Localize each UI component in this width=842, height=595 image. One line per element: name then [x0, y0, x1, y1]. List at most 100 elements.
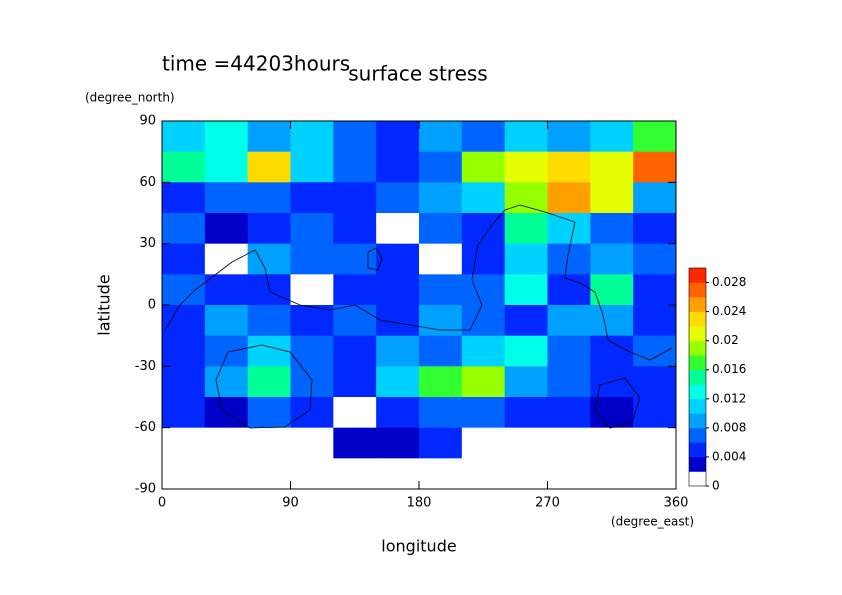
colorbar-segment	[689, 326, 706, 341]
field-cell	[247, 335, 291, 367]
field-cell	[590, 427, 634, 459]
colorbar: 0 0.004 0.008 0.012 0.016 0.02 0.024 0.028	[688, 267, 746, 493]
field-cell	[547, 305, 591, 337]
field-cell	[504, 121, 548, 153]
x-tick-label: 360	[664, 496, 689, 511]
field-cell	[376, 151, 420, 183]
field-cell	[162, 458, 206, 490]
field-cell	[162, 151, 206, 183]
field-cell	[376, 274, 420, 306]
colorbar-tick-label: 0.012	[712, 391, 746, 405]
field-cell	[162, 366, 206, 398]
field-cell	[461, 397, 506, 429]
field-cell	[204, 458, 249, 490]
field-cell	[204, 305, 249, 337]
field-cell	[547, 366, 591, 398]
field-cell	[333, 213, 377, 245]
field-cell	[204, 274, 249, 306]
field-cell	[547, 121, 591, 153]
field-cell	[247, 458, 291, 490]
field-cell	[419, 397, 463, 429]
field-cell	[333, 151, 377, 183]
y-tick-label: -60	[135, 420, 156, 435]
coastlines	[164, 204, 673, 429]
field-cell	[290, 458, 334, 490]
field-cell	[547, 151, 591, 183]
field-cell	[461, 335, 506, 367]
y-tick-label: -90	[135, 482, 156, 497]
field-cell	[419, 121, 463, 153]
y-tick-label: 90	[139, 114, 156, 129]
field-cell	[376, 182, 420, 214]
coastline	[594, 377, 641, 429]
colorbar-tick-label: 0.004	[712, 449, 746, 463]
colorbar-tick-label: 0.024	[712, 304, 746, 318]
field-cell	[461, 121, 506, 153]
field-cell	[290, 397, 334, 429]
field-cell	[290, 151, 334, 183]
field-cell	[633, 151, 677, 183]
y-axis-label: latitude	[95, 274, 114, 335]
coastline	[215, 344, 313, 429]
field-cell	[590, 151, 634, 183]
field-cell	[204, 151, 249, 183]
field-cell	[204, 427, 249, 459]
field-cell	[504, 182, 548, 214]
colorbar-tick-label: 0.016	[712, 362, 746, 376]
field-cell	[504, 305, 548, 337]
field-cell	[290, 121, 334, 153]
annotation: time =44203hours	[162, 52, 350, 76]
field-cell	[247, 427, 291, 459]
field-cell	[590, 121, 634, 153]
colorbar-segment	[689, 413, 706, 429]
field-cell	[333, 366, 377, 398]
field-cell	[376, 366, 420, 398]
field-cell	[247, 121, 291, 153]
field-cell	[419, 274, 463, 306]
field	[162, 121, 677, 490]
field-cell	[290, 274, 334, 306]
field-cell	[376, 335, 420, 367]
field-cell	[419, 243, 463, 275]
field-cell	[247, 305, 291, 337]
colorbar-frame	[688, 267, 707, 487]
field-cell	[419, 427, 463, 459]
field-cell	[461, 182, 506, 214]
colorbar-segment	[689, 355, 706, 371]
field-cell	[633, 305, 677, 337]
x-tick-label: 180	[407, 496, 432, 511]
field-cell	[547, 213, 591, 245]
field-cell	[590, 274, 634, 306]
field-cell	[376, 213, 420, 245]
field-cell	[247, 366, 291, 398]
field-cell	[504, 335, 548, 367]
field-cell	[461, 366, 506, 398]
colorbar-segment	[689, 456, 706, 472]
field-cell	[376, 243, 420, 275]
field-cell	[333, 274, 377, 306]
y-tick-label: 30	[139, 236, 156, 251]
field-cell	[633, 397, 677, 429]
field-cell	[633, 121, 677, 153]
field-cell	[547, 458, 591, 490]
field-cell	[547, 182, 591, 214]
field-cell	[419, 366, 463, 398]
field-cell	[633, 243, 677, 275]
field-cell	[504, 243, 548, 275]
field-cell	[333, 335, 377, 367]
colorbar-tick-label: 0	[712, 479, 720, 493]
field-cell	[633, 274, 677, 306]
y-tick-label: 0	[148, 298, 156, 313]
field-cell	[419, 305, 463, 337]
field-cell	[461, 151, 506, 183]
field-cell	[376, 121, 420, 153]
colorbar-tick-label: 0.02	[712, 333, 739, 347]
field-cell	[204, 121, 249, 153]
field-cell	[247, 397, 291, 429]
field-cell	[290, 305, 334, 337]
field-cell	[162, 243, 206, 275]
field-cell	[547, 397, 591, 429]
field-cell	[290, 213, 334, 245]
field-cell	[419, 213, 463, 245]
field-cell	[162, 427, 206, 459]
